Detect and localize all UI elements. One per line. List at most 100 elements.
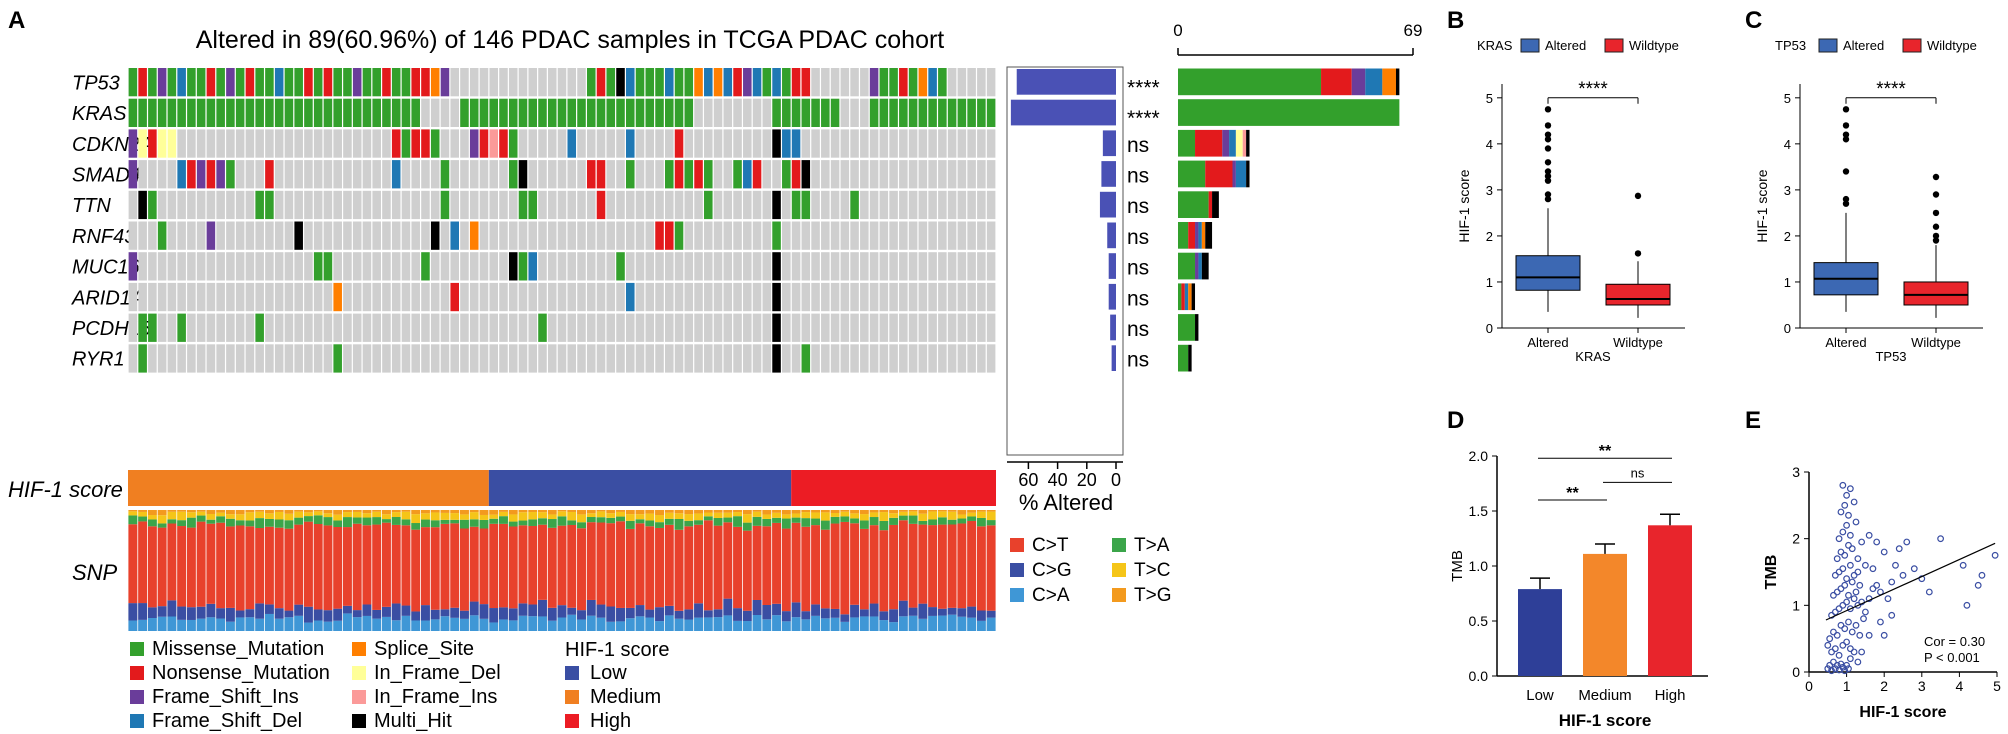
onco-cell-arid1a-78	[889, 282, 898, 312]
snp-bar-29-CT	[411, 529, 421, 612]
onco-cell-muc16-10	[226, 252, 235, 281]
onco-cell-arid1a-58	[694, 282, 703, 312]
onco-cell-smad4-16	[284, 160, 294, 189]
bar-comparison-label-1: ns	[1631, 465, 1645, 480]
onco-cell-cdkn2a-52	[635, 129, 645, 158]
onco-cell-smad4-9	[216, 160, 225, 189]
snp-bar-53-CA	[645, 617, 655, 631]
onco-cell-rnf43-8	[206, 221, 216, 250]
onco-cell-kras-8	[206, 98, 216, 127]
scatter-point-35	[1846, 605, 1854, 613]
snp-bar-78-TA	[889, 517, 899, 525]
onco-cell-ryr1-49	[606, 344, 616, 373]
onco-cell-arid1a-41	[528, 282, 538, 312]
snp-legend-swatch-C-A	[1010, 588, 1024, 602]
onco-cell-pcdh15-39	[508, 313, 518, 342]
onco-cell-ryr1-15	[274, 344, 284, 373]
onco-cell-rnf43-77	[879, 221, 889, 250]
count-bar-muc16-missense_mutation	[1178, 252, 1196, 280]
onco-cell-kras-12	[245, 98, 255, 127]
snp-bar-23-CT	[352, 523, 362, 611]
onco-cell-muc16-49	[606, 252, 616, 281]
onco-cell-smad4-3	[157, 160, 167, 189]
onco-cell-ttn-55	[665, 190, 674, 220]
sig-label-tp53: ****	[1127, 76, 1160, 99]
box-outlier-altered-3	[1842, 136, 1850, 143]
snp-bar-73-CT	[840, 521, 850, 615]
count-bar-smad4-missense_mutation	[1178, 160, 1206, 188]
onco-cell-tp53-6	[187, 68, 196, 97]
onco-cell-smad4-63	[743, 160, 752, 189]
onco-cell-pcdh15-45	[567, 313, 577, 342]
onco-cell-arid1a-22	[343, 282, 352, 312]
onco-cell-cdkn2a-68	[791, 129, 801, 158]
onco-cell-tp53-64	[752, 68, 762, 97]
onco-cell-ryr1-41	[528, 344, 538, 373]
onco-cell-pcdh15-62	[733, 313, 742, 342]
count-bar-muc16-frame_shift_ins	[1195, 252, 1199, 280]
snp-bar-35-TA	[469, 519, 479, 527]
snp-bar-29-TA	[411, 523, 421, 530]
hif-legend-label-medium: Medium	[590, 686, 661, 708]
onco-cell-pcdh15-67	[782, 313, 791, 342]
snp-bar-18-TG	[303, 510, 313, 513]
snp-bar-25-CT	[372, 524, 382, 610]
onco-cell-cdkn2a-38	[499, 129, 508, 158]
onco-cell-kras-14	[265, 98, 274, 127]
onco-cell-kras-17	[294, 98, 303, 127]
snp-bar-9-CT	[216, 522, 226, 609]
snp-bar-4-TC	[167, 511, 177, 520]
snp-bar-12-TC	[245, 512, 255, 521]
onco-cell-cdkn2a-57	[684, 129, 694, 158]
onco-cell-arid1a-62	[733, 282, 742, 312]
scatter-point-0	[1824, 665, 1832, 673]
snp-bar-81-TA	[918, 520, 928, 525]
onco-cell-pcdh15-30	[421, 313, 430, 342]
onco-cell-pcdh15-47	[586, 313, 596, 342]
snp-bar-21-CT	[333, 527, 343, 609]
onco-cell-muc16-24	[362, 252, 372, 281]
onco-cell-muc16-13	[255, 252, 264, 281]
mutation-count-panel: 0 69	[1173, 21, 1422, 372]
count-bar-tp53-nonsense_mutation	[1321, 68, 1352, 96]
onco-cell-arid1a-44	[557, 282, 567, 312]
onco-cell-rnf43-28	[401, 221, 411, 250]
box-y-tick-label-3: 3	[1784, 183, 1791, 198]
snp-bar-27-CA	[391, 620, 401, 631]
snp-bar-57-CA	[684, 619, 694, 631]
onco-cell-ttn-69	[801, 190, 811, 220]
onco-cell-kras-61	[723, 98, 733, 127]
snp-bar-46-TC	[577, 514, 586, 523]
scatter-annotation-cor: Cor = 0.30	[1924, 634, 1985, 649]
onco-cell-muc16-37	[489, 252, 499, 281]
scatter-x-tick-label-1: 1	[1843, 678, 1851, 694]
onco-cell-ryr1-55	[665, 344, 674, 373]
onco-cell-ttn-62	[733, 190, 742, 220]
onco-cell-arid1a-45	[567, 282, 577, 312]
onco-cell-kras-21	[333, 98, 342, 127]
snp-bar-76-TC	[869, 512, 879, 518]
sig-label-ryr1: ns	[1127, 349, 1149, 372]
onco-cell-muc16-61	[723, 252, 733, 281]
onco-cell-arid1a-6	[187, 282, 196, 312]
onco-cell-tp53-43	[547, 68, 557, 97]
pct-bar-pcdh15	[1110, 314, 1116, 341]
onco-cell-ryr1-19	[313, 344, 323, 373]
onco-cell-arid1a-29	[411, 282, 420, 312]
snp-bar-18-CT	[303, 521, 313, 607]
onco-cell-arid1a-1	[138, 282, 147, 312]
box-y-label: HIF-1 score	[1754, 169, 1770, 242]
onco-cell-smad4-78	[889, 160, 898, 189]
onco-cell-ttn-9	[216, 190, 225, 220]
scatter-point-40	[1830, 591, 1837, 599]
onco-cell-ttn-72	[830, 190, 840, 220]
snp-bar-14-TG	[264, 510, 274, 514]
onco-cell-cdkn2a-37	[489, 129, 499, 158]
snp-bar-82-CG	[928, 607, 938, 616]
onco-cell-pcdh15-60	[713, 313, 723, 342]
count-bar-pcdh15-missense_mutation	[1178, 314, 1196, 341]
snp-bar-12-CG	[245, 609, 255, 618]
onco-cell-rnf43-76	[869, 221, 879, 250]
box-y-tick-label-4: 4	[1784, 137, 1791, 152]
snp-bar-28-CG	[401, 605, 411, 616]
